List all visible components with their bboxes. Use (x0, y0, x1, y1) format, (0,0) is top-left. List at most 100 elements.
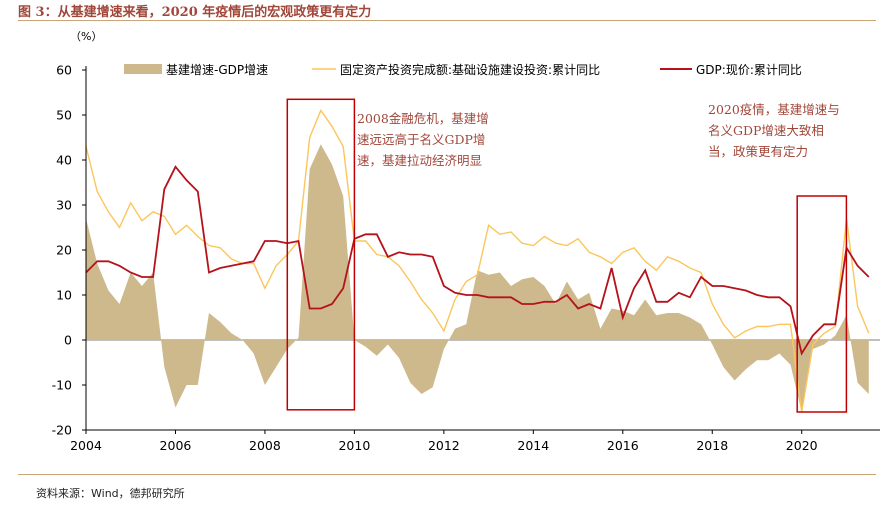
infra-point (789, 323, 792, 326)
area-point (644, 298, 647, 301)
area-point (599, 327, 602, 330)
infra-point (454, 298, 457, 301)
area-point (767, 359, 770, 362)
gdp-point (118, 264, 121, 267)
area-point (331, 163, 334, 166)
infra-point (364, 240, 367, 243)
gdp-point (319, 307, 322, 310)
line-series-layer (85, 109, 870, 413)
area-point (666, 312, 669, 315)
area-point (633, 314, 636, 317)
gdp-point (823, 323, 826, 326)
gdp-point (386, 255, 389, 258)
gdp-point (420, 253, 423, 256)
gdp-point (834, 323, 837, 326)
gdp-point (152, 276, 155, 279)
area-point (364, 345, 367, 348)
x-tick-label: 2004 (70, 438, 102, 453)
y-tick-label: 60 (56, 63, 72, 78)
gdp-point (498, 296, 501, 299)
area-point (834, 334, 837, 337)
area-point (118, 303, 121, 306)
area-point (431, 386, 434, 389)
area-point (386, 343, 389, 346)
gdp-point (521, 303, 524, 306)
area-point (778, 352, 781, 355)
area-point (521, 278, 524, 281)
annotation-2008-line-1: 2008金融危机，基建增 (357, 111, 489, 126)
infra-point (174, 233, 177, 236)
gdp-point (767, 296, 770, 299)
area-point (375, 354, 378, 357)
area-point (621, 309, 624, 312)
area-point (856, 381, 859, 384)
infra-point (498, 233, 501, 236)
gdp-point (554, 300, 557, 303)
gdp-point (263, 240, 266, 243)
series-line-infra-investment (85, 109, 870, 413)
infra-point (621, 251, 624, 254)
infra-point (152, 210, 155, 213)
gdp-point (364, 233, 367, 236)
infra-point (487, 224, 490, 227)
gdp-point (633, 287, 636, 290)
area-point (342, 195, 345, 198)
area-point (498, 271, 501, 274)
area-series-layer (86, 144, 869, 413)
infra-point (308, 136, 311, 139)
gdp-point (465, 294, 468, 297)
area-point (700, 323, 703, 326)
infra-point (219, 246, 222, 249)
gdp-point (230, 264, 233, 267)
infra-point (96, 190, 99, 193)
y-axis-ticks: 60 50 40 30 20 10 0 -10 -20 (52, 63, 86, 438)
gdp-point (252, 260, 255, 263)
y-tick-label: 20 (56, 243, 72, 258)
infra-point (118, 226, 121, 229)
x-tick-label: 2008 (249, 438, 281, 453)
area-point (677, 312, 680, 315)
infra-point (409, 280, 412, 283)
area-point (319, 143, 322, 146)
y-tick-label: 40 (56, 153, 72, 168)
area-point (107, 289, 110, 292)
gdp-point (756, 294, 759, 297)
infra-point (398, 264, 401, 267)
gdp-point (811, 334, 814, 337)
infra-point (756, 325, 759, 328)
area-point (219, 321, 222, 324)
infra-point (420, 298, 423, 301)
gdp-point (744, 289, 747, 292)
gdp-point (577, 307, 580, 310)
annotation-2008-line-3: 速，基建拉动经济明显 (357, 153, 482, 168)
infra-point (677, 260, 680, 263)
annotation-2020-line-2: 名义GDP增速大致相 (708, 123, 824, 138)
area-point (610, 307, 613, 310)
y-tick-label: 30 (56, 198, 72, 213)
infra-point (319, 109, 322, 112)
annotation-2020-line-1: 2020疫情，基建增速与 (708, 102, 840, 117)
gdp-point (442, 285, 445, 288)
area-point (230, 332, 233, 335)
gdp-point (241, 262, 244, 265)
gdp-point (196, 190, 199, 193)
area-point (733, 379, 736, 382)
infra-point (263, 287, 266, 290)
gdp-point (342, 287, 345, 290)
area-point (174, 406, 177, 409)
infra-point (230, 258, 233, 261)
area-point (811, 348, 814, 351)
area-point (789, 363, 792, 366)
infra-point (129, 201, 132, 204)
area-point (510, 285, 513, 288)
area-point (588, 291, 591, 294)
x-tick-label: 2012 (428, 438, 460, 453)
area-point (252, 352, 255, 355)
gdp-point (140, 276, 143, 279)
infra-point (688, 267, 691, 270)
axes (85, 66, 880, 431)
area-point (565, 280, 568, 283)
y-tick-label: 10 (56, 288, 72, 303)
area-point (744, 368, 747, 371)
